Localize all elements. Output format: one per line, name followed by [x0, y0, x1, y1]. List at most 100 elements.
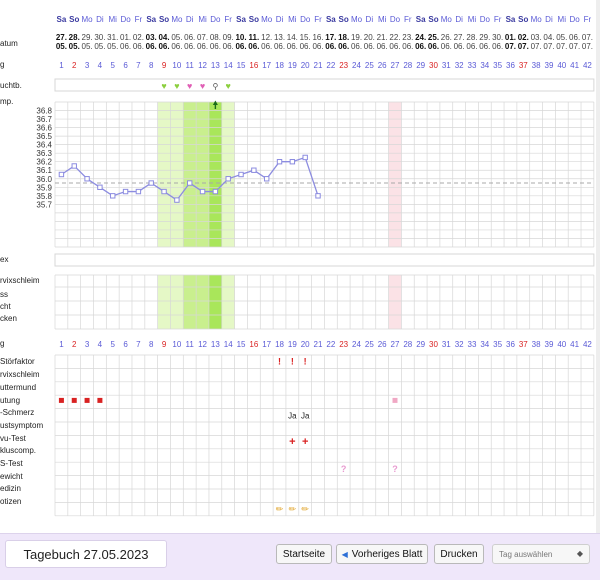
row-label-zs3: cken	[0, 314, 17, 323]
date-day: 30.	[492, 33, 503, 42]
temp-scale-label: 36.7	[36, 115, 52, 124]
chevron-left-icon: ◀	[341, 549, 348, 559]
cycle-day-number: 13	[211, 61, 220, 70]
temperature-point	[199, 188, 206, 195]
pregnancy-test-icon: ?	[392, 464, 398, 474]
row-label-gewicht: ewicht	[0, 472, 23, 481]
row-label-zervixschleim: rvixschleim	[0, 276, 40, 285]
weekday-label: Mo	[531, 15, 543, 24]
cycle-day-number: 33	[468, 61, 477, 70]
weekday-label: Sa	[506, 15, 516, 24]
weekday-label: Sa	[326, 15, 336, 24]
date-day: 28.	[466, 33, 477, 42]
temperature-point	[302, 154, 308, 161]
bleeding-marker	[84, 397, 90, 403]
cycle-day-number: 32	[455, 340, 464, 349]
row-label-datum: atum	[0, 39, 18, 48]
weekday-label: Mo	[441, 15, 453, 24]
cycle-day-number: 5	[111, 340, 116, 349]
cycle-day-number: 13	[211, 340, 220, 349]
cycle-day-number: 25	[365, 340, 374, 349]
fertile-window-shade	[208, 102, 222, 247]
date-month: 07.	[505, 42, 516, 51]
cycle-day-number: 1	[59, 340, 64, 349]
date-month: 06.	[146, 42, 157, 51]
scrollbar-track[interactable]	[596, 0, 600, 533]
date-day: 16.	[312, 33, 323, 42]
row-label-blutung: utung	[0, 396, 20, 405]
home-button[interactable]: Startseite	[276, 544, 332, 564]
cycle-day-number: 23	[339, 340, 348, 349]
pregnancy-test-icon: ?	[341, 464, 347, 474]
temperature-point	[110, 193, 116, 199]
cycle-day-number: 8	[149, 340, 154, 349]
date-month: 06.	[261, 42, 272, 51]
weekday-label: Mi	[378, 15, 387, 24]
date-month: 05.	[82, 42, 93, 51]
print-button[interactable]: Drucken	[434, 544, 484, 564]
cycle-day-number: 28	[403, 61, 412, 70]
temp-scale-label: 36.3	[36, 149, 52, 158]
date-month: 07.	[582, 42, 593, 51]
date-day: 11.	[249, 33, 260, 42]
weekday-label: Fr	[135, 15, 143, 24]
cycle-day-number: 26	[378, 61, 387, 70]
weekday-label: So	[339, 15, 349, 24]
cycle-day-number: 16	[249, 340, 258, 349]
date-month: 06.	[389, 42, 400, 51]
date-day: 29.	[479, 33, 490, 42]
temperature-point	[161, 188, 167, 195]
diary-heart-icon: ♥	[174, 81, 179, 91]
date-month: 06.	[479, 42, 490, 51]
weekday-label: Mi	[468, 15, 477, 24]
spotting-marker	[392, 397, 398, 403]
cycle-day-number: 36	[506, 340, 515, 349]
cycle-day-number: 39	[545, 340, 554, 349]
cycle-day-number: 28	[403, 340, 412, 349]
cycle-day-number: 26	[378, 340, 387, 349]
date-month: 06.	[197, 42, 208, 51]
ovulation-test-icon: +	[289, 436, 295, 448]
date-day: 02.	[133, 33, 144, 42]
previous-sheet-button[interactable]: ◀ Vorheriges Blatt	[336, 544, 428, 564]
weekday-label: Mi	[198, 15, 207, 24]
previous-sheet-label: Vorheriges Blatt	[351, 548, 423, 560]
cycle-day-number: 6	[123, 61, 128, 70]
mittelschmerz-value: Ja	[288, 411, 297, 420]
weekday-label: So	[69, 15, 79, 24]
cycle-day-number: 18	[275, 340, 284, 349]
cycle-day-number: 30	[429, 61, 438, 70]
row-label-tagebuch: uchtb.	[0, 81, 22, 90]
temperature-point	[238, 171, 244, 178]
day-select[interactable]: Tag auswählen ◆	[492, 544, 590, 564]
date-day: 19.	[351, 33, 362, 42]
row-label-muttermund: uttermund	[0, 383, 36, 392]
row-label-ovutest: vu-Test	[0, 434, 27, 443]
temperature-point	[263, 176, 270, 182]
date-day: 23.	[402, 33, 413, 42]
cycle-day-number: 11	[186, 340, 195, 349]
diary-heart-icon: ♥	[161, 81, 166, 91]
row-label-zykluscomp: kluscomp.	[0, 446, 36, 455]
weekday-label: Di	[186, 15, 194, 24]
temperature-point	[276, 159, 283, 165]
cycle-day-number: 37	[519, 340, 528, 349]
bleeding-marker	[97, 397, 103, 403]
weekday-label: Di	[366, 15, 374, 24]
date-day: 26.	[441, 33, 452, 42]
cycle-day-number: 10	[172, 61, 181, 70]
date-day: 14.	[287, 33, 298, 42]
cycle-day-number: 3	[85, 340, 90, 349]
weekday-label: Do	[120, 15, 131, 24]
date-month: 05.	[94, 42, 105, 51]
weekday-label: Mo	[261, 15, 273, 24]
date-day: 30.	[94, 33, 105, 42]
weekday-label: Mi	[109, 15, 118, 24]
cycle-day-number: 22	[326, 61, 335, 70]
cycle-day-number: 12	[198, 340, 207, 349]
weekday-label: Fr	[224, 15, 232, 24]
date-month: 06.	[415, 42, 426, 51]
date-day: 31.	[107, 33, 118, 42]
date-day: 07.	[197, 33, 208, 42]
row-label-stoerfaktor: Störfaktor	[0, 357, 35, 366]
